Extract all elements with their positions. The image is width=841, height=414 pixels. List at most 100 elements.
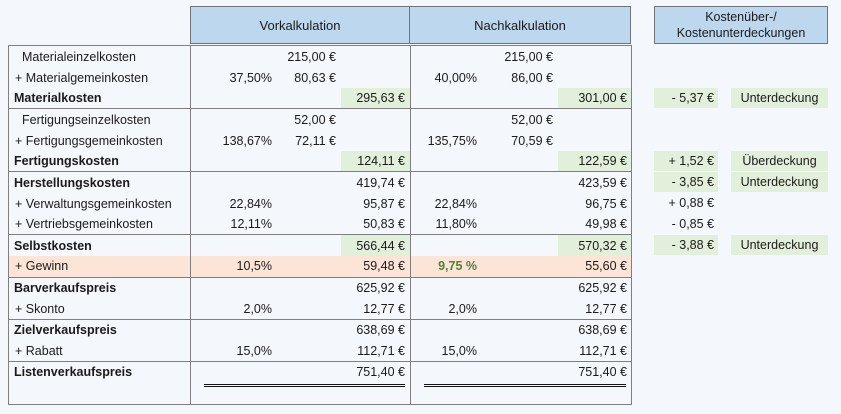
table-row-rabatt: + Rabatt 15,0% 112,71 € 15,0% 112,71 €	[9, 340, 631, 362]
vor-amount-cell	[275, 299, 341, 319]
vor-percent-cell	[191, 46, 275, 67]
row-label-cell: Fertigungskosten	[14, 154, 119, 169]
diff-amount-cell: - 5,37 €	[654, 87, 718, 108]
nach-amount-cell	[480, 151, 558, 171]
vor-amount-cell	[275, 214, 341, 234]
row-label-cell	[9, 383, 190, 404]
table-row-herstellungskosten: Herstellungskosten 419,74 € 423,59 €	[9, 172, 631, 194]
table-row-skonto: + Skonto 2,0% 12,77 € 2,0% 12,77 €	[9, 298, 631, 320]
nach-amount-cell	[480, 172, 558, 193]
deckung-header-line1: Kostenüber-/	[705, 9, 777, 24]
nach-total-cell	[558, 67, 631, 88]
deckung-panel: - 5,37 € Unterdeckung + 1,52 € Überdecku…	[654, 45, 841, 255]
nach-total-cell: 301,00 €	[558, 88, 631, 109]
table-row-fertigungseinzelkosten: Fertigungseinzelkosten 52,00 € 52,00 €	[9, 109, 631, 131]
vor-percent-cell	[191, 109, 275, 130]
row-label-cell: Materialkosten	[14, 91, 102, 106]
nach-total-cell: 625,92 €	[578, 281, 627, 296]
diff-amount-cell: - 0,85 €	[671, 216, 714, 231]
diff-amount-cell: + 1,52 €	[654, 150, 718, 171]
vor-total-cell	[341, 46, 410, 67]
diff-amount-cell: - 3,85 €	[654, 171, 718, 192]
nach-percent-cell	[411, 278, 480, 299]
diff-amount-cell: - 3,88 €	[654, 234, 718, 255]
row-label-cell: + Fertigungsgemeinkosten	[15, 133, 163, 148]
table-row-vertriebsgemeinkosten: + Vertriebsgemeinkosten 12,11% 50,83 € 11…	[9, 214, 631, 236]
table-row-materialkosten: Materialkosten 295,63 € 301,00 €	[9, 88, 631, 110]
vor-amount-cell: 72,11 €	[295, 133, 336, 148]
deckung-row-verwaltung: + 0,88 €	[654, 192, 841, 213]
vor-percent-cell: 12,11%	[230, 217, 272, 232]
nach-amount-cell	[480, 299, 558, 319]
nach-total-cell: 423,59 €	[578, 175, 627, 190]
calculation-headers: Vorkalkulation Nachkalkulation	[190, 6, 631, 44]
row-label-cell: Barverkaufspreis	[14, 281, 117, 296]
nach-total-cell	[558, 109, 631, 130]
table-row-verwaltungsgemeinkosten: + Verwaltungsgemeinkosten 22,84% 95,87 € …	[9, 193, 631, 215]
vor-amount-cell	[275, 320, 341, 341]
nachkalkulation-header: Nachkalkulation	[409, 6, 631, 44]
nach-amount-cell	[480, 362, 558, 383]
row-label-cell: Fertigungseinzelkosten	[22, 112, 151, 127]
nach-amount-cell	[480, 214, 558, 234]
vor-percent-cell	[191, 278, 275, 299]
vor-percent-cell	[191, 172, 275, 193]
nach-percent-cell	[411, 362, 480, 383]
row-label-cell: + Rabatt	[15, 343, 63, 358]
nach-amount-cell	[480, 256, 558, 276]
vor-amount-cell	[275, 362, 341, 383]
row-label-cell: Selbstkosten	[14, 238, 92, 253]
vor-amount-cell	[275, 151, 341, 171]
table-row-listenverkaufspreis: Listenverkaufspreis 751,40 € 751,40 €	[9, 361, 631, 383]
deckung-row-vertrieb: - 0,85 €	[654, 213, 841, 234]
table-row-selbstkosten: Selbstkosten 566,44 € 570,32 €	[9, 235, 631, 257]
vor-percent-cell	[191, 362, 275, 383]
vor-percent-cell: 2,0%	[243, 301, 273, 316]
vor-total-cell: 419,74 €	[356, 175, 405, 190]
nach-total-cell	[558, 46, 631, 67]
deckung-row-materialkosten: - 5,37 € Unterdeckung	[654, 87, 841, 108]
nach-percent-cell	[411, 88, 480, 108]
vor-amount-cell	[275, 341, 341, 361]
vor-total-cell: 638,69 €	[356, 323, 405, 338]
nach-percent-cell: 9,75 %	[438, 259, 477, 274]
vor-percent-cell	[191, 235, 275, 256]
deckung-header: Kostenüber-/ Kostenunterdeckungen	[654, 6, 828, 44]
nach-total-cell: 112,71 €	[579, 343, 627, 358]
nach-amount-cell: 52,00 €	[511, 112, 553, 127]
table-row-fertigungsgemeinkosten: + Fertigungsgemeinkosten 138,67% 72,11 € …	[9, 130, 631, 152]
row-label-cell: Zielverkaufspreis	[14, 323, 117, 338]
row-label-cell: + Gewinn	[15, 259, 69, 274]
row-label-cell: Materialeinzelkosten	[22, 49, 136, 64]
table-row-fertigungskosten: Fertigungskosten 124,11 € 122,59 €	[9, 151, 631, 173]
row-label-cell: + Verwaltungsgemeinkosten	[15, 196, 172, 211]
vor-total-cell: 566,44 €	[341, 235, 410, 257]
vor-amount-cell: 52,00 €	[294, 112, 336, 127]
nach-total-cell: 751,40 €	[578, 365, 627, 380]
nach-amount-cell: 70,59 €	[511, 133, 553, 148]
vor-percent-cell	[191, 320, 275, 341]
table-row-empty	[9, 382, 631, 404]
nach-percent-cell: 22,84%	[434, 196, 477, 211]
vor-total-cell: 124,11 €	[341, 151, 410, 172]
deckung-header-line2: Kostenunterdeckungen	[676, 26, 806, 40]
vor-total-cell	[341, 130, 410, 151]
double-underline	[204, 383, 405, 387]
vor-amount-cell	[275, 256, 341, 276]
vor-amount-cell: 215,00 €	[287, 49, 336, 64]
vor-amount-cell	[275, 193, 341, 214]
nach-amount-cell	[480, 341, 558, 361]
nach-amount-cell: 86,00 €	[511, 70, 553, 85]
vor-total-cell	[341, 109, 410, 130]
nach-amount-cell	[480, 193, 558, 214]
nach-amount-cell: 215,00 €	[504, 49, 553, 64]
nach-percent-cell	[411, 172, 480, 193]
nach-total-cell: 12,77 €	[585, 301, 627, 316]
diff-amount-cell: + 0,88 €	[668, 195, 714, 210]
nach-percent-cell: 2,0%	[448, 301, 478, 316]
nach-percent-cell	[411, 46, 480, 67]
vor-percent-cell: 138,67%	[222, 133, 272, 148]
vor-total-cell: 59,48 €	[363, 259, 405, 274]
vor-percent-cell	[191, 151, 275, 171]
